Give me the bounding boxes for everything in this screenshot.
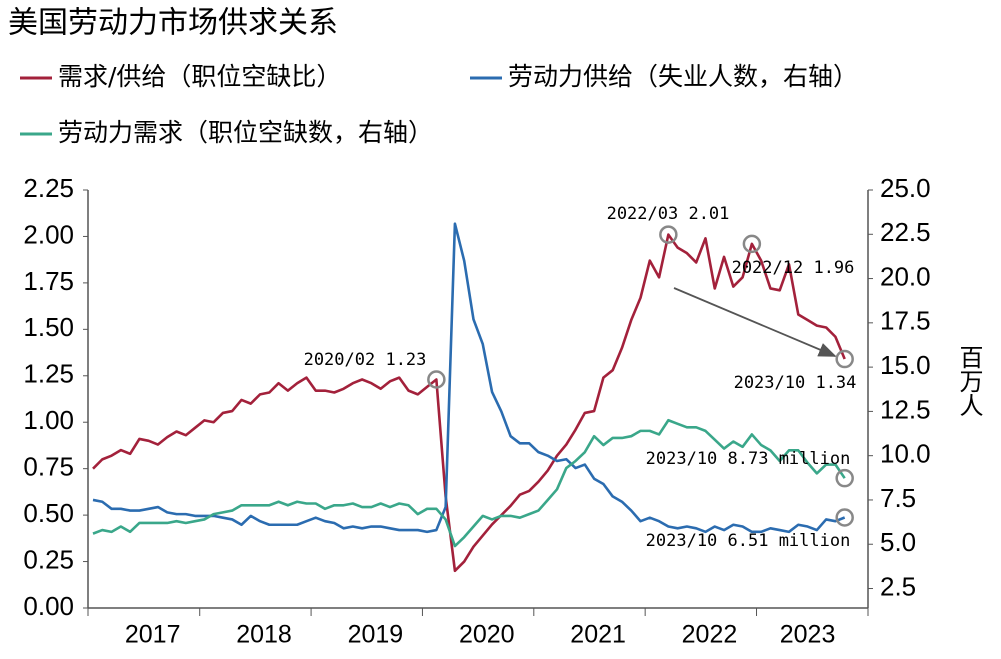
y-tick-label: 2.25: [23, 173, 74, 203]
y2-tick-label: 20.0: [880, 261, 931, 291]
y-tick-label: 0.75: [23, 452, 74, 482]
x-tick-label: 2020: [459, 621, 515, 649]
x-tick-label: 2018: [236, 621, 292, 649]
legend-label: 需求/供给（职位空缺比）: [58, 62, 341, 91]
x-tick-label: 2022: [682, 621, 738, 649]
annotation: 2023/10 8.73 million: [646, 449, 851, 469]
y2-tick-label: 2.5: [880, 571, 916, 601]
legend-label: 劳动力供给（失业人数，右轴）: [508, 62, 858, 91]
y2-axis-label: 百万人: [955, 345, 983, 417]
highlight-marker: [659, 225, 678, 244]
y-tick-label: 2.00: [23, 219, 74, 249]
chart-title: 美国劳动力市场供求关系: [8, 6, 338, 41]
trend-arrow: [673, 287, 837, 357]
x-tick-label: 2017: [125, 621, 181, 649]
x-tick-label: 2021: [570, 621, 626, 649]
highlight-marker: [835, 508, 854, 527]
annotation: 2020/02 1.23: [304, 350, 427, 370]
legend-label: 劳动力需求（职位空缺数，右轴）: [58, 118, 433, 147]
y-tick-label: 1.50: [23, 312, 74, 342]
highlight-marker: [742, 234, 762, 254]
annotation: 2023/10 1.34: [734, 373, 857, 393]
data-line: [92, 222, 846, 534]
y-tick-label: 0.00: [23, 591, 74, 621]
y-tick-label: 0.25: [23, 544, 74, 574]
y2-tick-label: 7.5: [880, 483, 916, 513]
annotation: 2022/12 1.96: [732, 258, 855, 278]
y2-tick-label: 12.5: [880, 394, 931, 424]
y2-tick-label: 17.5: [880, 306, 931, 336]
y-tick-label: 1.00: [23, 405, 74, 435]
x-tick-label: 2019: [348, 621, 404, 649]
annotation: 2022/03 2.01: [607, 204, 730, 224]
highlight-marker: [835, 468, 854, 488]
annotation: 2023/10 6.51 million: [646, 531, 851, 551]
highlight-marker: [835, 349, 854, 369]
y2-tick-label: 10.0: [880, 439, 931, 469]
data-line: [92, 233, 846, 573]
y2-tick-label: 22.5: [880, 217, 931, 247]
y2-tick-label: 15.0: [880, 350, 931, 380]
y-tick-label: 0.50: [23, 498, 74, 528]
highlight-marker: [427, 370, 446, 389]
y-tick-label: 1.25: [23, 359, 74, 389]
y-tick-label: 1.75: [23, 266, 74, 296]
y2-tick-label: 5.0: [880, 527, 916, 557]
x-tick-label: 2023: [780, 621, 836, 649]
y2-tick-label: 25.0: [880, 173, 931, 203]
data-line: [92, 418, 846, 548]
